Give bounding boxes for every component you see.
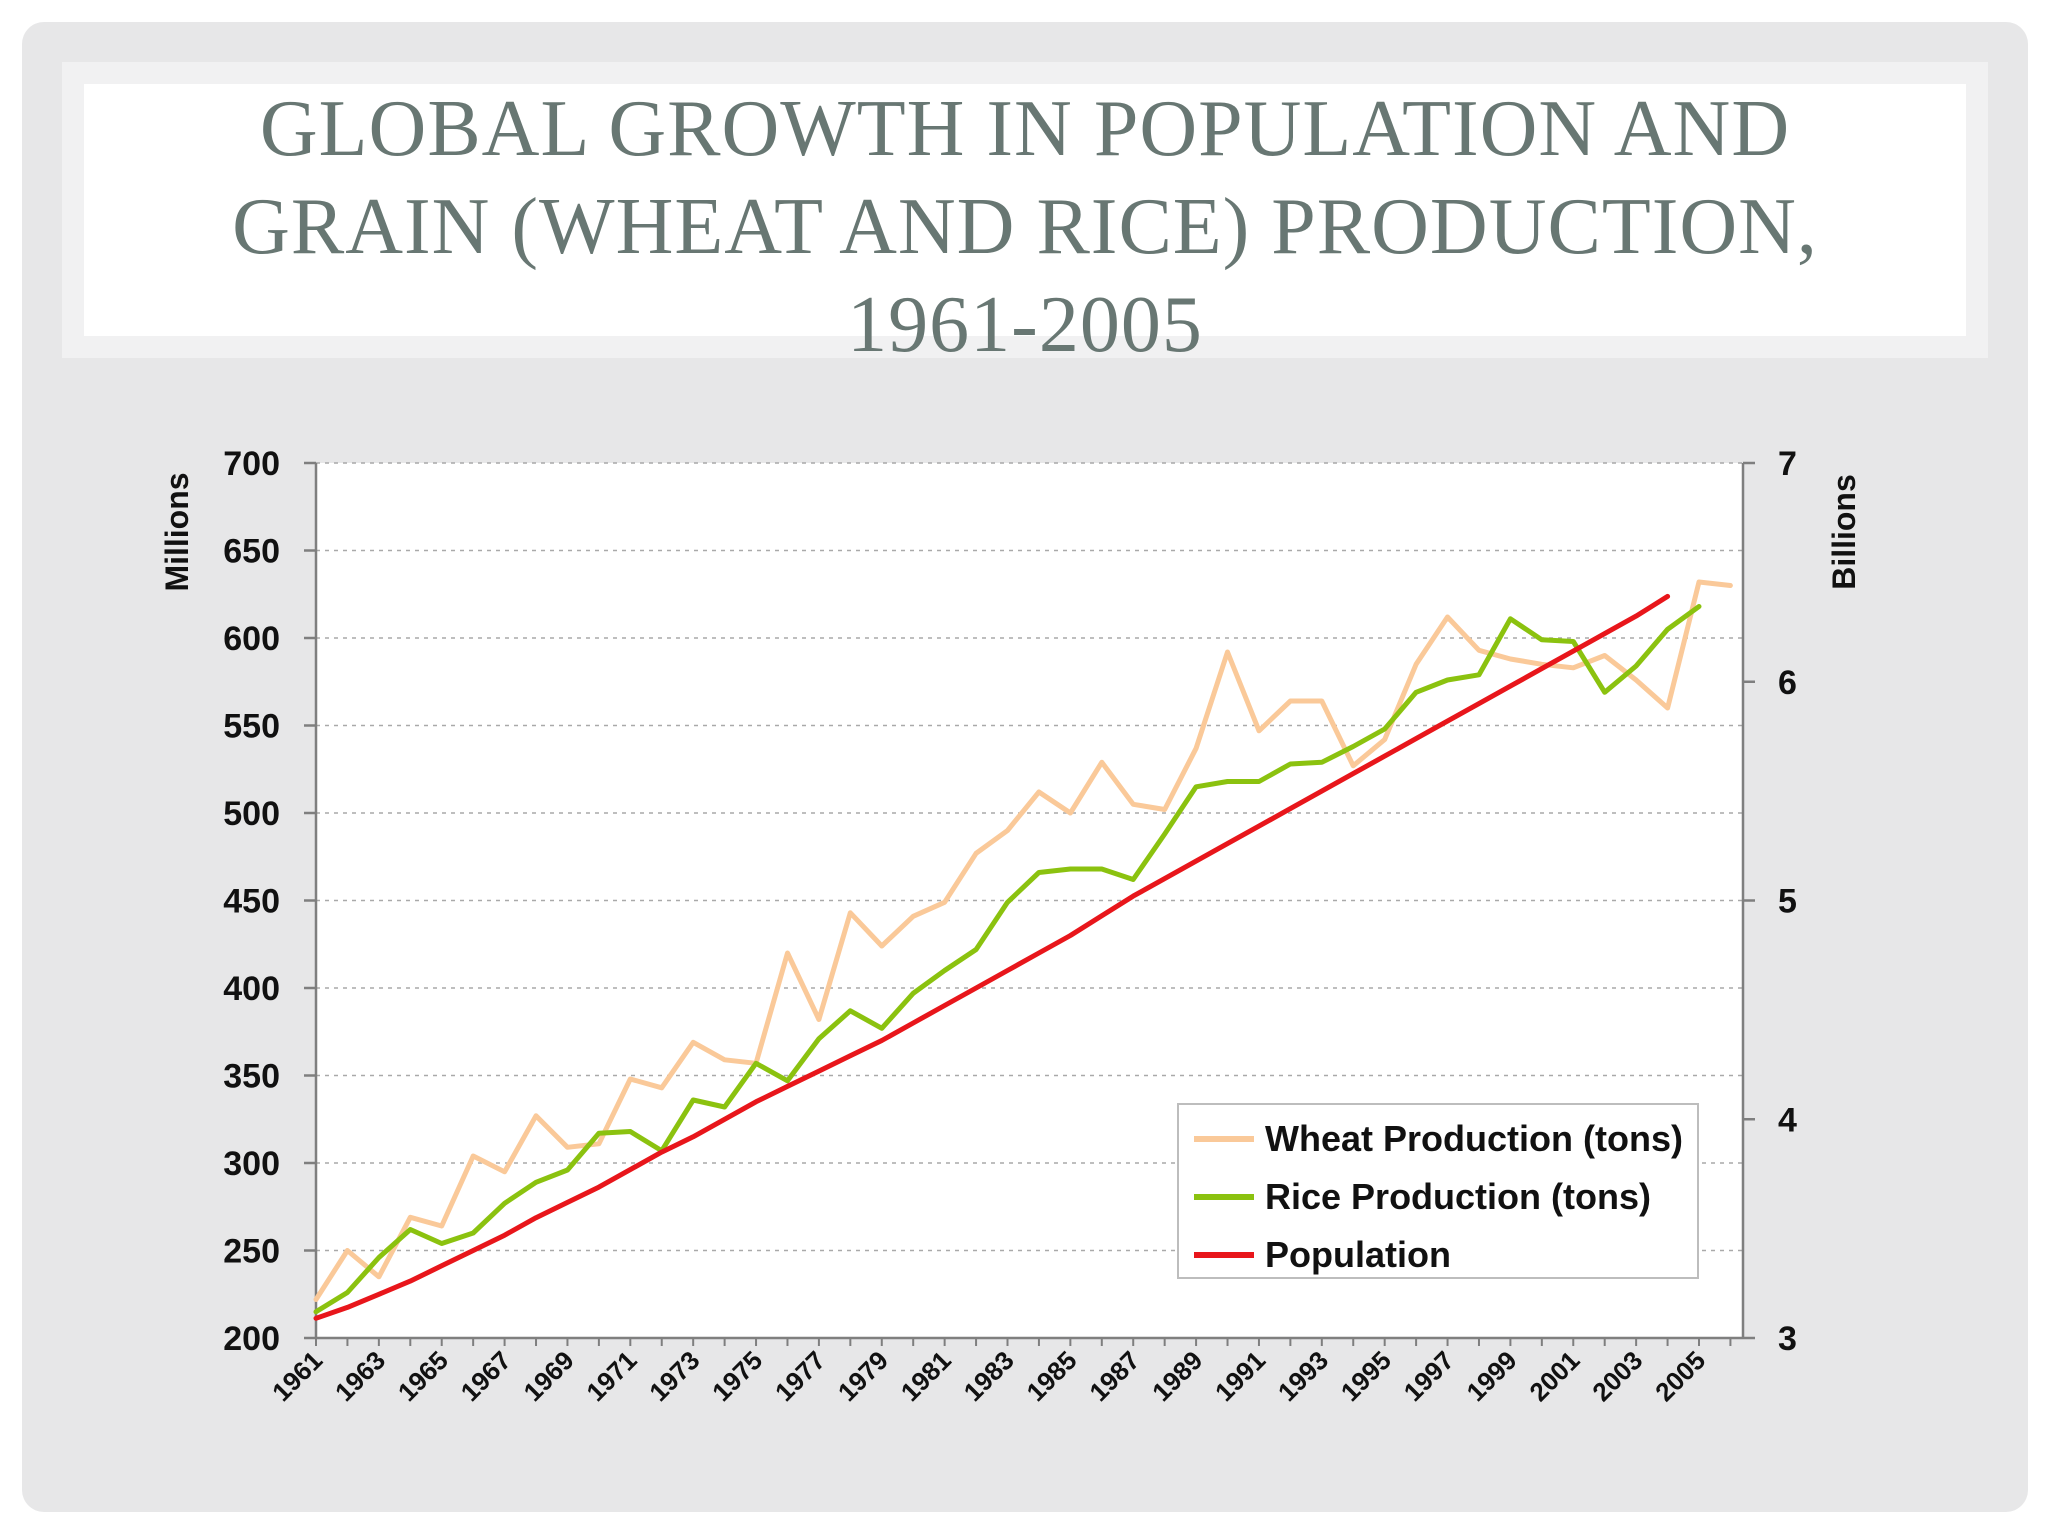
x-tick-label: 1993: [1272, 1345, 1334, 1407]
left-tick-label: 550: [223, 708, 280, 746]
x-tick-label: 1991: [1209, 1345, 1271, 1407]
right-axis-title: Billions: [1826, 474, 1862, 590]
x-tick-label: 1975: [706, 1345, 768, 1407]
series-line-rice-production-tons: [313, 604, 1702, 1315]
gridlines: [316, 462, 1743, 1252]
slide-title: GLOBAL GROWTH IN POPULATION AND GRAIN (W…: [232, 85, 1818, 369]
x-tick-label: 1995: [1335, 1345, 1397, 1407]
x-axis-ticks: 1961 1963 1965 1967 1969 1971 1973 1975 1977 1979…: [266, 1338, 1732, 1407]
legend-box: [1177, 1103, 1699, 1279]
x-tick-label: 1971: [580, 1345, 642, 1407]
x-tick-label: 2001: [1523, 1345, 1585, 1407]
legend-wheat-production-tons-label: Wheat Production (tons): [1265, 1118, 1683, 1159]
title-panel: [62, 62, 1988, 358]
x-tick-label: 1965: [392, 1345, 454, 1407]
x-tick-label: 1987: [1083, 1345, 1145, 1407]
left-tick-label: 450: [223, 883, 280, 921]
x-tick-label: 1979: [832, 1345, 894, 1407]
legend-population-label: Population: [1265, 1234, 1451, 1275]
x-tick-label: 1997: [1398, 1345, 1460, 1407]
left-tick-label: 400: [223, 970, 280, 1008]
left-tick-label: 350: [223, 1058, 280, 1096]
left-tick-label: 600: [223, 620, 280, 658]
series-layer: [313, 579, 1733, 1321]
left-tick-label: 300: [223, 1145, 280, 1183]
left-tick-label: 650: [223, 533, 280, 571]
x-tick-label: 2005: [1649, 1345, 1711, 1407]
series-line-population: [313, 593, 1671, 1321]
x-tick-label: 1999: [1461, 1345, 1523, 1407]
x-tick-label: 2003: [1586, 1345, 1648, 1407]
right-tick-label: 5: [1778, 883, 1797, 921]
x-tick-label: 1985: [1020, 1345, 1082, 1407]
left-tick-label: 700: [223, 445, 280, 483]
x-tick-label: 1989: [1146, 1345, 1208, 1407]
left-tick-label: 200: [223, 1320, 280, 1358]
x-tick-label: 1963: [329, 1345, 391, 1407]
x-tick-label: 1967: [455, 1345, 517, 1407]
x-tick-label: 1981: [895, 1345, 957, 1407]
legend: Wheat Production (tons) Rice Production (…: [1177, 1103, 1699, 1279]
right-tick-label: 7: [1778, 445, 1797, 483]
right-tick-label: 4: [1778, 1101, 1797, 1139]
left-axis-title: Millions: [159, 472, 195, 591]
left-tick-label: 500: [223, 795, 280, 833]
x-tick-label: 1977: [769, 1345, 831, 1407]
legend-rice-production-tons-label: Rice Production (tons): [1265, 1176, 1651, 1217]
x-tick-label: 1983: [958, 1345, 1020, 1407]
x-tick-label: 1973: [643, 1345, 705, 1407]
left-axis-ticks: 200 250 300 350 400 450 500 550 600 650 700: [223, 445, 316, 1358]
right-axis-ticks: 3 4 5 6 7: [1743, 445, 1797, 1358]
left-tick-label: 250: [223, 1233, 280, 1271]
right-tick-label: 3: [1778, 1320, 1797, 1358]
series-line-wheat-production-tons: [313, 579, 1733, 1302]
x-tick-label: 1969: [518, 1345, 580, 1407]
right-tick-label: 6: [1778, 664, 1797, 702]
